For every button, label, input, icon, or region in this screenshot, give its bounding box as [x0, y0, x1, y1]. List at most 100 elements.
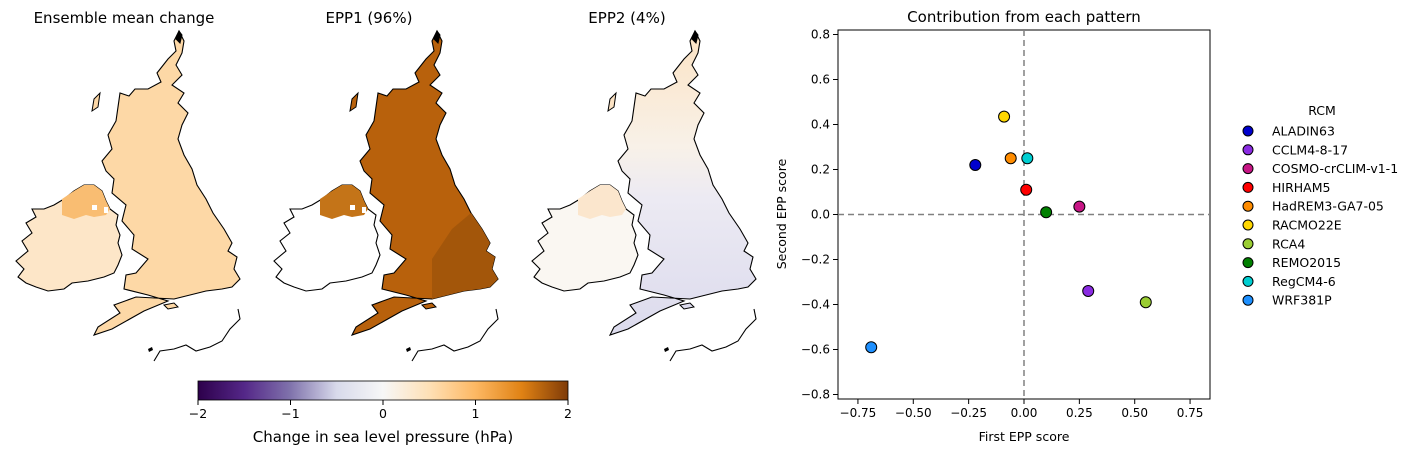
legend-marker [1242, 181, 1254, 193]
legend-marker [1242, 275, 1254, 287]
france-coast-line [411, 308, 499, 362]
colorbar-tick-label: 1 [472, 406, 480, 421]
colorbar-tick-label: −2 [189, 406, 207, 421]
scatter-point-hadrem3-ga7-05 [1004, 152, 1017, 165]
legend-marker [1242, 125, 1254, 137]
northern-ireland-shape [578, 185, 626, 219]
map-title-epp1: EPP1 (96%) [326, 9, 413, 27]
legend-items: ALADIN63 CCLM4-8-17 COSMO-crCLIM-v1-1 HIRHA… [1242, 124, 1398, 308]
colorbar-tick-label: 2 [564, 406, 572, 421]
map-panel-epp2: EPP2 (4%) [531, 9, 757, 362]
map-white-cell [104, 207, 108, 213]
legend-title: RCM [1308, 103, 1336, 118]
y-tick-label: 0.2 [811, 163, 830, 177]
x-tick-label: −0.75 [840, 406, 877, 420]
northern-ireland-shape [62, 185, 110, 219]
legend-entry-label: WRF381P [1272, 293, 1332, 308]
legend-entry-label: REMO2015 [1272, 255, 1341, 270]
colorbar-tick-label: −1 [281, 406, 299, 421]
y-tick-label: 0.0 [811, 208, 830, 222]
y-tick-label: −0.2 [801, 253, 830, 267]
colorbar-ticks: −2 −1 0 1 2 [189, 400, 572, 421]
legend-marker [1242, 238, 1254, 250]
colorbar-tick-label: 0 [379, 406, 387, 421]
isle-of-wight-shape [420, 302, 438, 310]
map-panel-epp1: EPP1 (96%) [273, 9, 499, 362]
shetland-shape [691, 29, 699, 44]
maps-group: Ensemble mean change EPP1 (96%) [15, 9, 757, 362]
colorbar-label: Change in sea level pressure (hPa) [253, 428, 513, 446]
scatter-point-racmo22e [998, 110, 1011, 123]
map-panel-ensemble-mean: Ensemble mean change [15, 9, 241, 362]
legend: RCM ALADIN63 CCLM4-8-17 COSMO-crCLIM-v1-1 H… [1242, 103, 1398, 308]
colorbar: −2 −1 0 1 2 Change in sea level pressure (hP… [189, 380, 572, 446]
channel-islands-shape [406, 347, 411, 352]
scatter-point-cosmo-crclim-v1-1 [1073, 200, 1086, 213]
legend-marker [1242, 200, 1254, 212]
colorbar-gradient [197, 380, 569, 401]
france-coast-line [669, 308, 757, 362]
legend-entry-label: ALADIN63 [1272, 124, 1335, 139]
scatter-points [865, 110, 1152, 354]
x-tick-label: 0.75 [1177, 406, 1204, 420]
scatter-plot: Contribution from each pattern −0.75 −0.5… [774, 8, 1211, 444]
map-white-cell [92, 205, 97, 210]
y-axis-label: Second EPP score [774, 158, 789, 269]
legend-entry-label: RegCM4-6 [1272, 274, 1336, 289]
great-britain-shape [608, 29, 757, 336]
channel-islands-shape [148, 347, 153, 352]
legend-entry-label: CCLM4-8-17 [1272, 142, 1348, 157]
y-tick-label: −0.6 [801, 343, 830, 357]
x-tick-label: −0.50 [895, 406, 932, 420]
y-tick-label: −0.8 [801, 388, 830, 402]
scatter-title: Contribution from each pattern [907, 8, 1141, 26]
y-axis-ticks: −0.8 −0.6 −0.4 −0.2 0.0 0.2 0.4 0.6 0.8 [801, 28, 838, 402]
y-tick-label: 0.8 [811, 28, 830, 42]
legend-marker [1242, 257, 1254, 269]
y-tick-label: 0.4 [811, 118, 830, 132]
scatter-point-cclm4-8-17 [1082, 285, 1095, 297]
hebrides-shape [607, 91, 617, 113]
shetland-shape [175, 29, 183, 44]
x-axis-label: First EPP score [979, 429, 1070, 444]
scatter-point-remo2015 [1040, 206, 1053, 219]
x-tick-label: 0.25 [1066, 406, 1093, 420]
map-epp1 [273, 29, 499, 362]
legend-entry-label: RACMO22E [1272, 218, 1342, 233]
map-epp2 [531, 29, 757, 362]
hebrides-shape [349, 91, 359, 113]
se-england-darker-shape [432, 213, 498, 299]
scatter-point-rca4 [1139, 296, 1152, 309]
scatter-point-wrf381p [865, 341, 878, 354]
france-coast-line [153, 308, 241, 362]
channel-islands-shape [664, 347, 669, 352]
map-ensemble-mean [15, 29, 241, 362]
isle-of-wight-shape [162, 302, 180, 310]
legend-entry-label: COSMO-crCLIM-v1-1 [1272, 161, 1398, 176]
x-axis-ticks: −0.75 −0.50 −0.25 0.00 0.25 0.50 0.75 [840, 399, 1204, 420]
northern-ireland-shape [320, 185, 368, 219]
hebrides-shape [91, 91, 101, 113]
shetland-shape [433, 29, 441, 44]
legend-marker [1242, 219, 1254, 231]
legend-entry-label: HadREM3-GA7-05 [1272, 199, 1384, 214]
map-white-cell [350, 205, 355, 210]
isle-of-wight-shape [678, 302, 696, 310]
legend-marker [1242, 163, 1254, 175]
scatter-point-regcm4-6 [1021, 152, 1034, 165]
x-tick-label: 0.50 [1121, 406, 1148, 420]
y-tick-label: 0.6 [811, 73, 830, 87]
legend-entry-label: RCA4 [1272, 236, 1305, 251]
map-title-epp2: EPP2 (4%) [588, 9, 665, 27]
legend-entry-label: HIRHAM5 [1272, 180, 1330, 195]
map-white-cell [362, 207, 366, 213]
map-title-ensemble-mean: Ensemble mean change [34, 9, 215, 27]
scatter-point-hirham5 [1020, 183, 1033, 196]
scatter-point-aladin63 [969, 159, 982, 171]
x-tick-label: −0.25 [950, 406, 987, 420]
y-tick-label: −0.4 [801, 298, 830, 312]
legend-marker [1242, 144, 1254, 156]
x-tick-label: 0.00 [1011, 406, 1038, 420]
legend-marker [1242, 294, 1254, 306]
